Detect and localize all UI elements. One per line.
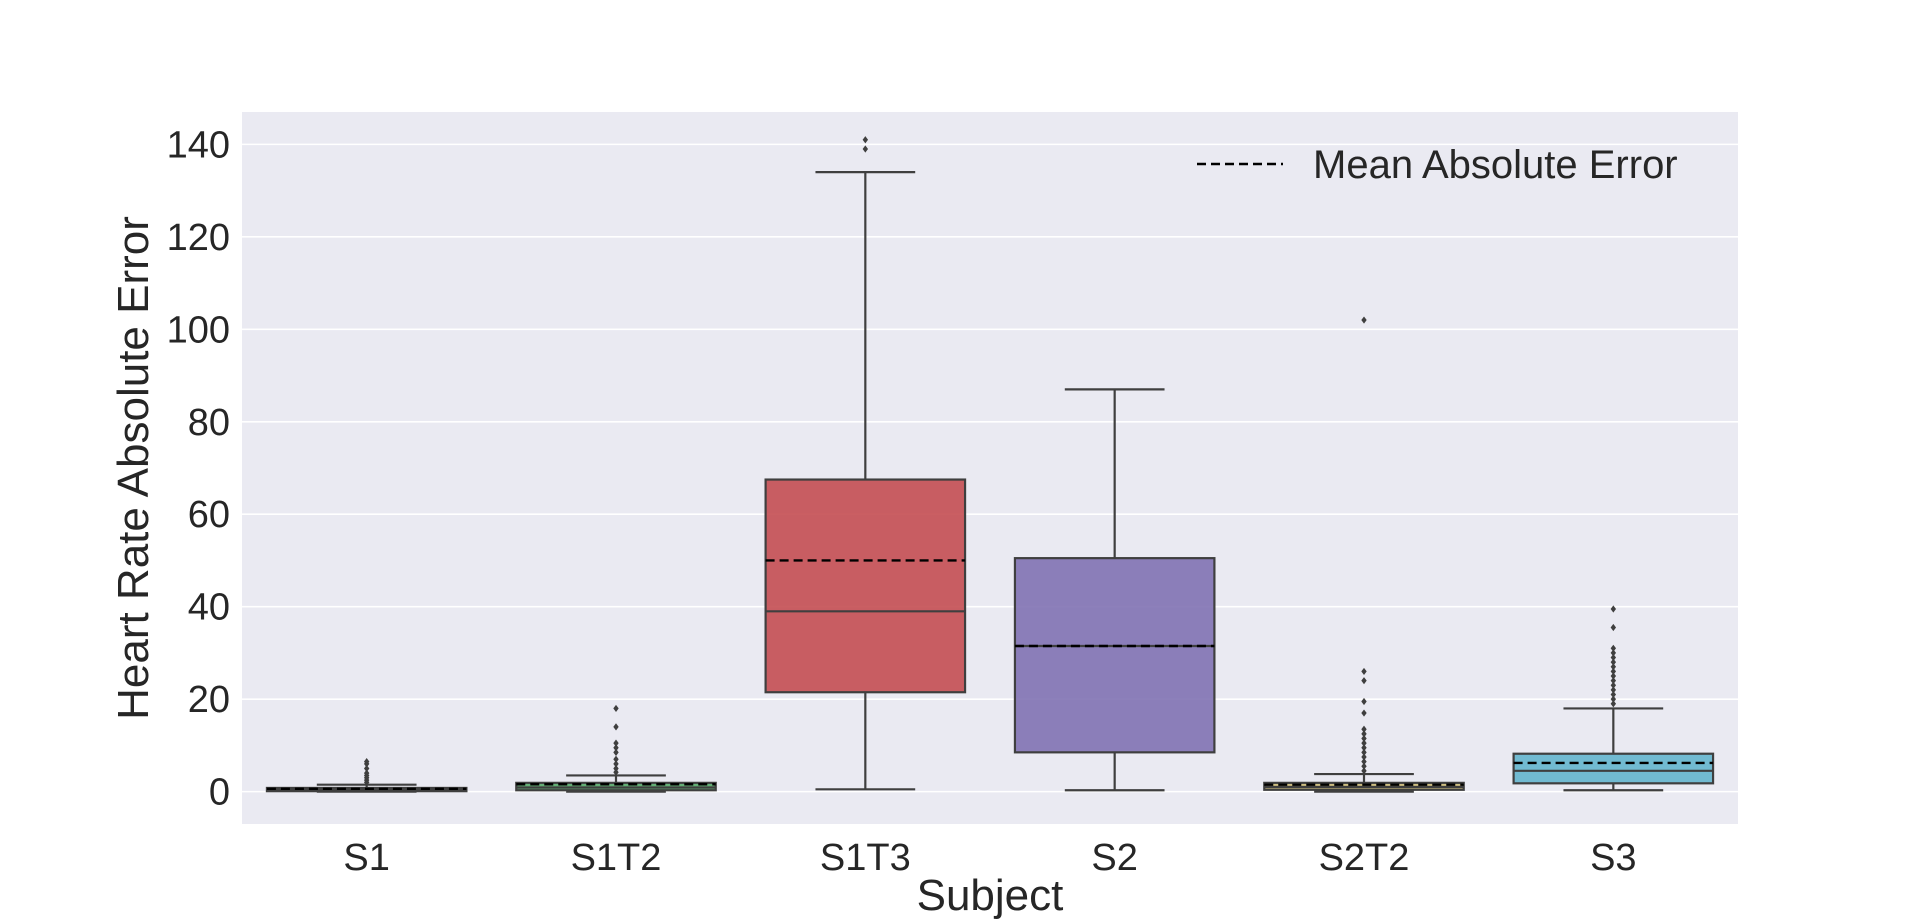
outlier-point (613, 768, 619, 776)
outlier-point (862, 145, 869, 153)
outlier-point (862, 136, 869, 144)
x-tick-label: S1T2 (571, 837, 662, 879)
outlier-point (1361, 753, 1367, 761)
outlier-point (363, 757, 370, 766)
y-tick-label: 20 (188, 679, 230, 721)
x-tick-label: S1 (343, 837, 389, 879)
outlier-point (1361, 697, 1367, 706)
y-axis-ticks: 0 20 40 60 80 100 120 140 (167, 124, 230, 813)
outlier-point (1610, 644, 1617, 652)
outlier-point (1610, 695, 1617, 703)
outlier-point (1610, 658, 1617, 666)
box-body (764, 478, 967, 694)
outlier-point (1610, 649, 1617, 657)
y-tick-label: 80 (188, 402, 230, 444)
y-tick-label: 0 (209, 772, 230, 814)
outlier-point (1361, 757, 1367, 766)
y-tick-label: 40 (188, 587, 230, 629)
x-tick-label: S2 (1091, 837, 1137, 879)
outlier-point (1361, 316, 1367, 324)
outlier-point (1610, 690, 1617, 699)
box-body (1512, 752, 1715, 785)
outlier-point (1361, 744, 1367, 752)
legend-label: Mean Absolute Error (1313, 143, 1678, 187)
outlier-point (1361, 667, 1367, 676)
outlier-point (1610, 681, 1617, 689)
outlier-point (1361, 739, 1367, 747)
y-tick-label: 100 (167, 309, 230, 351)
outlier-point (1361, 748, 1367, 756)
outlier-point (613, 764, 619, 773)
box-body (1013, 557, 1216, 754)
x-tick-label: S3 (1590, 837, 1636, 879)
outlier-point (1610, 623, 1617, 632)
x-axis-ticks: S1 S1T2 S1T3 S2 S2T2 S3 (343, 837, 1636, 879)
box-s1t3 (764, 136, 967, 791)
outlier-point (1361, 730, 1367, 738)
legend: Mean Absolute Error (1197, 143, 1678, 187)
outlier-point (1610, 663, 1617, 671)
y-tick-label: 60 (188, 494, 230, 536)
outlier-point (1361, 677, 1367, 685)
outlier-point (613, 723, 619, 731)
outlier-point (613, 704, 619, 713)
x-tick-label: S2T2 (1319, 837, 1410, 879)
y-tick-label: 120 (167, 217, 230, 259)
outlier-point (613, 739, 619, 747)
outlier-point (1610, 667, 1617, 676)
box-s2 (1013, 388, 1216, 792)
outlier-point (363, 764, 370, 773)
y-axis-label: Heart Rate Absolute Error (109, 216, 158, 720)
y-tick-label: 140 (167, 124, 230, 166)
outlier-point (363, 769, 370, 777)
x-tick-label: S1T3 (820, 837, 911, 879)
outlier-point (1610, 605, 1617, 613)
x-axis-label: Subject (917, 871, 1064, 920)
plot-area (242, 112, 1738, 824)
box-s1 (265, 757, 468, 793)
outlier-point (1610, 700, 1617, 708)
outlier-point (1610, 686, 1617, 694)
gridlines (242, 143, 1738, 793)
outlier-point (1361, 725, 1367, 733)
outlier-point (1610, 672, 1617, 680)
outlier-point (1361, 762, 1367, 770)
outlier-point (1610, 653, 1617, 662)
outlier-point (613, 760, 619, 768)
box-s3 (1512, 605, 1715, 792)
outlier-point (1361, 767, 1367, 775)
outlier-point (1361, 734, 1367, 743)
outlier-point (613, 755, 619, 763)
box-s1t2 (515, 704, 717, 793)
box-series (265, 136, 1715, 793)
outlier-point (613, 744, 619, 752)
outlier-point (1361, 709, 1367, 717)
outlier-point (613, 748, 619, 756)
outlier-point (1610, 677, 1617, 685)
box-s2t2 (1263, 316, 1465, 793)
